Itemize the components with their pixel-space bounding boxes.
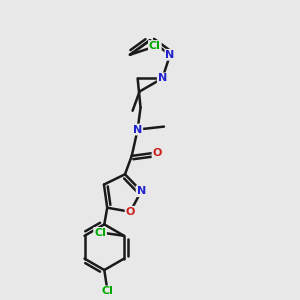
Text: N: N bbox=[165, 50, 175, 60]
Text: N: N bbox=[158, 73, 167, 83]
Text: N: N bbox=[136, 186, 146, 196]
Text: Cl: Cl bbox=[101, 286, 113, 296]
Text: O: O bbox=[126, 207, 135, 217]
Text: O: O bbox=[152, 148, 162, 158]
Text: N: N bbox=[133, 124, 142, 134]
Text: Cl: Cl bbox=[94, 228, 106, 238]
Text: Cl: Cl bbox=[149, 41, 161, 51]
